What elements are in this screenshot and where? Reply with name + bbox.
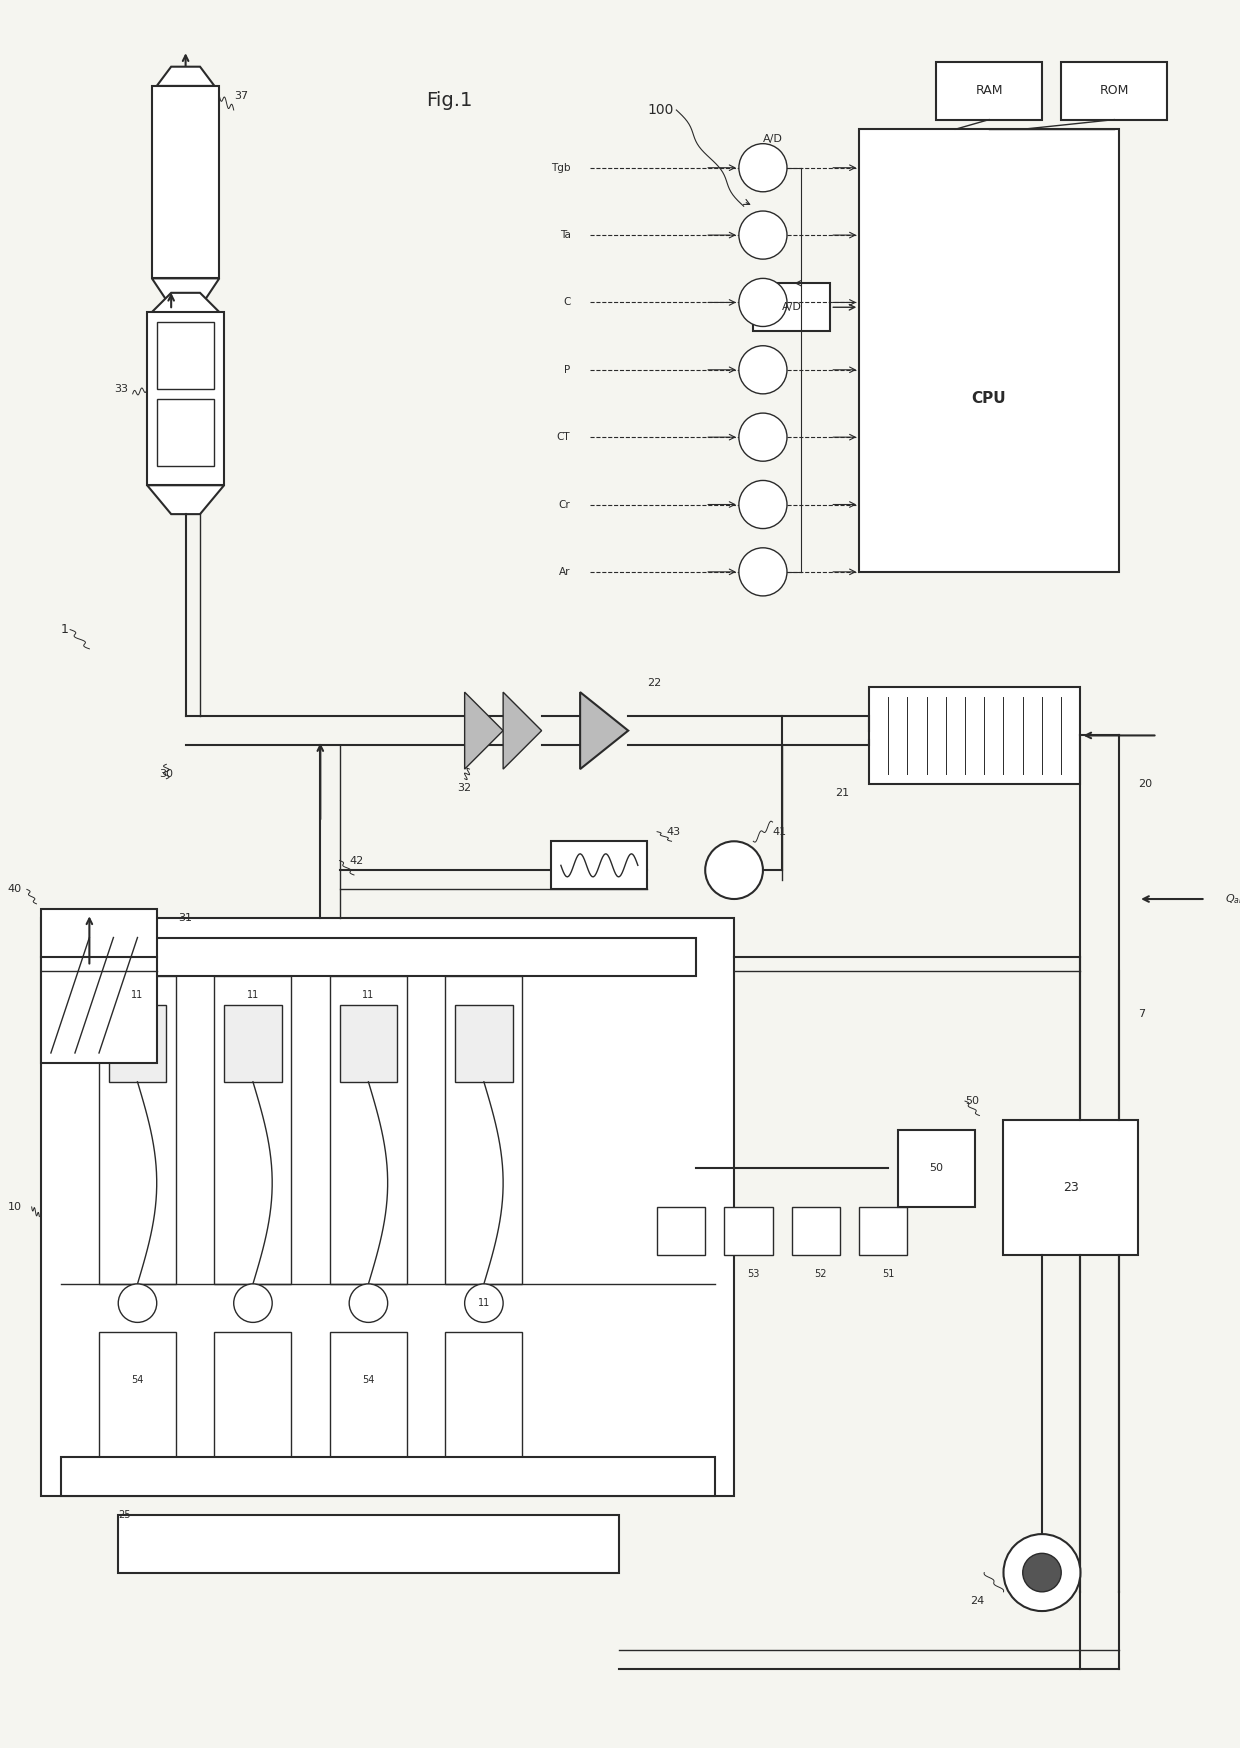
Text: 11: 11 — [477, 1299, 490, 1308]
Text: 25: 25 — [118, 1510, 130, 1519]
Circle shape — [1023, 1554, 1061, 1592]
Text: 7: 7 — [1138, 1010, 1146, 1019]
Bar — [153, 86, 219, 278]
Text: A/D: A/D — [782, 302, 802, 313]
Bar — [445, 975, 522, 1285]
Text: 41: 41 — [773, 827, 786, 837]
Text: 20: 20 — [1138, 778, 1152, 788]
Circle shape — [118, 1285, 156, 1323]
Text: 50: 50 — [929, 1164, 944, 1173]
Bar — [552, 841, 647, 890]
Text: 32: 32 — [458, 783, 471, 794]
Bar — [455, 1005, 513, 1082]
Polygon shape — [156, 66, 215, 86]
Circle shape — [739, 143, 787, 192]
Bar — [869, 687, 1080, 783]
Bar — [859, 129, 1118, 572]
Circle shape — [739, 212, 787, 259]
Text: 42: 42 — [350, 855, 363, 865]
Polygon shape — [580, 692, 629, 769]
Circle shape — [1003, 1535, 1080, 1612]
Text: RAM: RAM — [976, 84, 1003, 98]
Text: 22: 22 — [647, 678, 662, 687]
Circle shape — [739, 547, 787, 596]
Text: 37: 37 — [233, 91, 248, 101]
Text: C: C — [563, 297, 570, 308]
Bar — [936, 61, 1042, 119]
Bar — [109, 1005, 166, 1082]
Bar — [330, 975, 407, 1285]
Circle shape — [739, 346, 787, 393]
Bar — [224, 1005, 281, 1082]
Text: 54: 54 — [131, 1376, 144, 1384]
Text: 33: 33 — [114, 385, 128, 393]
Text: P: P — [564, 365, 570, 374]
Text: 10: 10 — [7, 1203, 22, 1211]
Bar — [41, 918, 734, 1496]
Text: Ar: Ar — [559, 566, 570, 577]
Text: 52: 52 — [815, 1269, 827, 1280]
Text: 11: 11 — [362, 989, 374, 1000]
Circle shape — [465, 1285, 503, 1323]
Text: 54: 54 — [362, 1376, 374, 1384]
Polygon shape — [153, 294, 219, 313]
Text: A/D: A/D — [763, 135, 782, 143]
Text: 31: 31 — [179, 912, 192, 923]
Text: Fig.1: Fig.1 — [427, 91, 472, 110]
Bar — [657, 1206, 706, 1255]
Text: 53: 53 — [748, 1269, 760, 1280]
Bar — [859, 1206, 908, 1255]
Polygon shape — [148, 486, 224, 514]
Text: CT: CT — [557, 432, 570, 442]
Bar — [330, 1332, 407, 1477]
Polygon shape — [503, 692, 542, 769]
Text: 24: 24 — [970, 1596, 985, 1606]
Bar — [156, 322, 215, 390]
Bar — [1003, 1120, 1138, 1255]
Polygon shape — [153, 278, 219, 308]
Bar — [898, 1129, 975, 1206]
Text: 21: 21 — [836, 788, 849, 799]
Circle shape — [706, 841, 763, 898]
Bar — [340, 1005, 397, 1082]
Bar — [1061, 61, 1167, 119]
Text: Tgb: Tgb — [551, 163, 570, 173]
Bar — [148, 313, 224, 486]
Circle shape — [739, 278, 787, 327]
Text: 30: 30 — [160, 769, 174, 780]
Bar — [215, 975, 291, 1285]
Bar — [215, 1332, 291, 1477]
Bar — [61, 1458, 714, 1496]
Text: ROM: ROM — [1100, 84, 1128, 98]
Bar — [99, 1332, 176, 1477]
Text: 11: 11 — [131, 989, 144, 1000]
Text: $Q_{air}$: $Q_{air}$ — [1225, 891, 1240, 905]
Bar — [792, 1206, 839, 1255]
Text: 51: 51 — [882, 1269, 894, 1280]
Bar — [445, 1332, 522, 1477]
Text: 11: 11 — [247, 989, 259, 1000]
Text: 100: 100 — [647, 103, 673, 117]
Polygon shape — [465, 692, 503, 769]
Text: CPU: CPU — [972, 392, 1007, 406]
Circle shape — [350, 1285, 388, 1323]
Bar — [99, 975, 176, 1285]
Text: 1: 1 — [61, 622, 68, 636]
Polygon shape — [41, 909, 156, 1063]
Text: 50: 50 — [965, 1096, 980, 1106]
Bar — [754, 283, 831, 332]
Circle shape — [739, 413, 787, 461]
Circle shape — [739, 481, 787, 528]
Bar — [724, 1206, 773, 1255]
Text: 23: 23 — [1063, 1182, 1079, 1194]
Bar — [61, 937, 696, 975]
Text: Ta: Ta — [559, 231, 570, 239]
Bar — [156, 399, 215, 467]
Circle shape — [233, 1285, 273, 1323]
Text: 40: 40 — [7, 884, 22, 895]
Text: 43: 43 — [667, 827, 681, 837]
Bar — [118, 1516, 619, 1573]
Text: Cr: Cr — [559, 500, 570, 509]
